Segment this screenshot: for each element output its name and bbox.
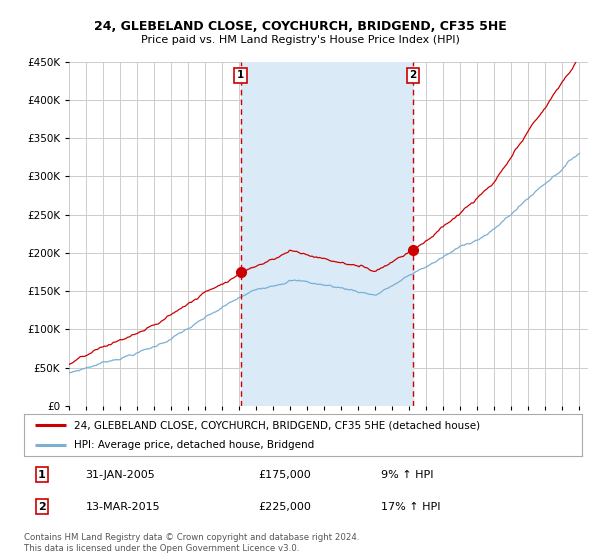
Text: 17% ↑ HPI: 17% ↑ HPI: [381, 502, 440, 512]
Text: 9% ↑ HPI: 9% ↑ HPI: [381, 470, 434, 480]
Text: 1: 1: [237, 70, 244, 80]
Bar: [241, 62, 413, 406]
Text: 1: 1: [38, 470, 46, 480]
Text: 24, GLEBELAND CLOSE, COYCHURCH, BRIDGEND, CF35 5HE: 24, GLEBELAND CLOSE, COYCHURCH, BRIDGEND…: [94, 20, 506, 34]
Text: HPI: Average price, detached house, Bridgend: HPI: Average price, detached house, Brid…: [74, 441, 314, 450]
Text: This data is licensed under the Open Government Licence v3.0.: This data is licensed under the Open Gov…: [24, 544, 299, 553]
Text: Contains HM Land Registry data © Crown copyright and database right 2024.: Contains HM Land Registry data © Crown c…: [24, 533, 359, 542]
Text: £175,000: £175,000: [259, 470, 311, 480]
Text: Price paid vs. HM Land Registry's House Price Index (HPI): Price paid vs. HM Land Registry's House …: [140, 35, 460, 45]
Text: £225,000: £225,000: [259, 502, 311, 512]
Text: 2: 2: [38, 502, 46, 512]
Text: 13-MAR-2015: 13-MAR-2015: [85, 502, 160, 512]
Text: 24, GLEBELAND CLOSE, COYCHURCH, BRIDGEND, CF35 5HE (detached house): 24, GLEBELAND CLOSE, COYCHURCH, BRIDGEND…: [74, 421, 481, 430]
Text: 31-JAN-2005: 31-JAN-2005: [85, 470, 155, 480]
Text: 2: 2: [409, 70, 416, 80]
